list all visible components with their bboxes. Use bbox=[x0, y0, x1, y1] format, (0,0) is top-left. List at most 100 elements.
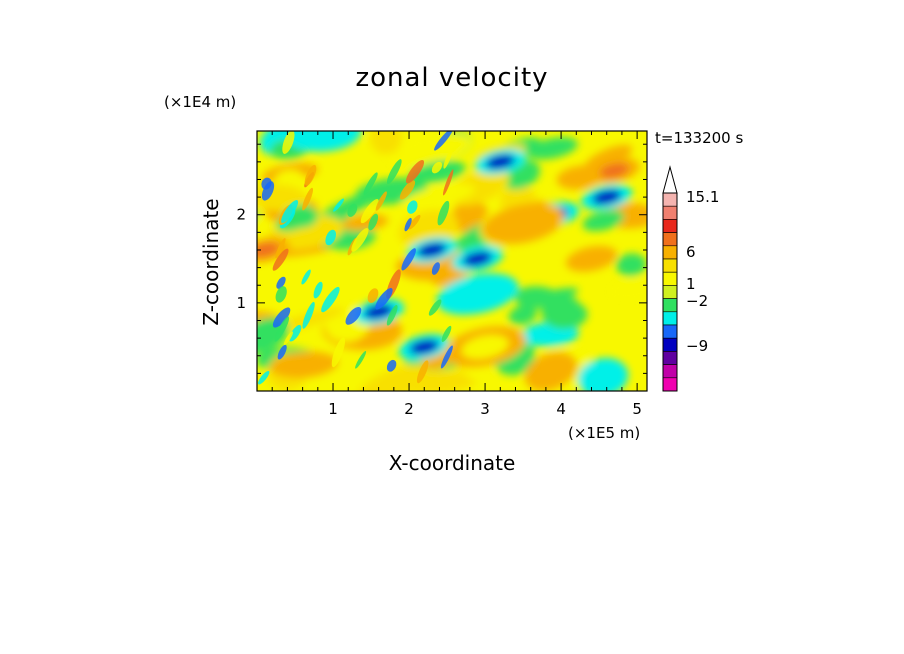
wave-stripe bbox=[405, 159, 425, 184]
colorbar-swatch bbox=[662, 298, 678, 313]
contour-blob bbox=[356, 364, 429, 391]
feature-core bbox=[591, 189, 622, 205]
wave-stripe bbox=[274, 316, 290, 342]
colorbar-extend-arrow bbox=[662, 165, 678, 194]
contour-blob bbox=[608, 278, 647, 301]
wave-stripe bbox=[407, 200, 418, 214]
wave-stripe bbox=[355, 350, 367, 369]
contour-blob bbox=[283, 131, 362, 152]
contour-blob bbox=[616, 253, 647, 277]
wave-stripe bbox=[386, 305, 398, 326]
feature-core bbox=[599, 163, 630, 179]
colorbar-label: 15.1 bbox=[686, 188, 719, 206]
wave-stripe bbox=[428, 299, 442, 316]
colorbar-swatch bbox=[662, 219, 678, 233]
wave-stripe bbox=[313, 281, 323, 299]
wave-stripe bbox=[276, 276, 286, 289]
feature-core bbox=[453, 282, 502, 307]
wave-stripe bbox=[325, 229, 337, 246]
colorbar-label: 1 bbox=[686, 275, 696, 293]
colorbar-swatch bbox=[662, 192, 678, 207]
wave-stripe bbox=[399, 180, 416, 200]
contour-blob bbox=[370, 131, 402, 155]
wave-stripe bbox=[360, 199, 379, 224]
contour-blob bbox=[386, 133, 471, 168]
wave-stripe bbox=[368, 213, 379, 231]
colorbar-swatch bbox=[662, 337, 678, 352]
x-unit-label: (×1E5 m) bbox=[568, 424, 640, 442]
wave-stripe bbox=[261, 181, 275, 201]
colorbar-label: 6 bbox=[686, 243, 696, 261]
wave-stripe bbox=[431, 262, 440, 275]
wave-stripe bbox=[301, 269, 311, 285]
contour-field bbox=[257, 131, 647, 391]
wave-stripe bbox=[346, 257, 359, 282]
y-unit-label: (×1E4 m) bbox=[164, 93, 236, 111]
contour-blob bbox=[583, 144, 633, 172]
wave-stripe bbox=[401, 248, 416, 271]
wave-stripe bbox=[351, 228, 369, 252]
colorbar: 15.1 6 1−2 −9 bbox=[662, 165, 719, 392]
feature-core bbox=[485, 154, 516, 170]
contour-blob bbox=[524, 351, 578, 391]
colorbar-swatch bbox=[662, 271, 678, 286]
wave-stripe bbox=[331, 337, 346, 368]
wave-stripe bbox=[375, 191, 387, 211]
feature-core bbox=[499, 211, 547, 236]
wave-stripe bbox=[324, 158, 332, 171]
wave-stripe bbox=[408, 214, 421, 230]
colorbar-frame bbox=[662, 192, 678, 392]
x-tick-label: 5 bbox=[632, 400, 642, 418]
feature-core bbox=[462, 251, 493, 267]
wave-stripe bbox=[375, 288, 393, 310]
colorbar-swatch bbox=[662, 205, 678, 220]
wave-stripe bbox=[437, 200, 450, 226]
wave-stripe bbox=[258, 370, 270, 385]
colorbar-swatch bbox=[662, 324, 678, 339]
wave-stripe bbox=[275, 237, 286, 259]
wave-stripe bbox=[434, 131, 453, 151]
feature-core bbox=[417, 242, 447, 258]
wave-stripe bbox=[404, 217, 412, 232]
y-tick-label: 2 bbox=[236, 206, 246, 224]
contour-blob bbox=[541, 294, 582, 328]
x-tick-label: 3 bbox=[480, 400, 490, 418]
wave-stripe bbox=[386, 159, 402, 185]
wave-stripe bbox=[416, 360, 429, 384]
wave-stripe bbox=[281, 199, 299, 224]
wave-stripe bbox=[443, 149, 453, 169]
colorbar-swatch bbox=[662, 258, 678, 273]
colorbar-swatch bbox=[662, 364, 678, 379]
y-tick-label: 1 bbox=[236, 294, 246, 312]
colorbar-swatch bbox=[662, 285, 678, 299]
wave-stripe bbox=[347, 203, 358, 217]
time-label: t=133200 s bbox=[655, 129, 743, 147]
wave-stripe bbox=[302, 187, 314, 211]
wave-stripe bbox=[282, 131, 295, 154]
wave-stripe bbox=[431, 161, 443, 174]
contour-blob bbox=[577, 357, 629, 391]
wave-stripe bbox=[272, 307, 291, 328]
wave-stripe bbox=[321, 286, 340, 313]
x-tick-label: 1 bbox=[328, 400, 338, 418]
wave-stripe bbox=[440, 345, 453, 369]
feature-core bbox=[409, 339, 439, 355]
wave-stripe bbox=[304, 164, 317, 186]
wave-stripe bbox=[441, 325, 452, 342]
wave-stripe bbox=[333, 198, 345, 212]
wave-stripe bbox=[277, 344, 287, 360]
x-tick-label: 4 bbox=[556, 400, 566, 418]
feature-core bbox=[461, 334, 509, 359]
wave-stripe bbox=[367, 288, 379, 303]
contour-blob bbox=[401, 184, 475, 209]
colorbar-swatch bbox=[662, 232, 678, 247]
colorbar-label: −2 bbox=[686, 292, 708, 310]
contour-blob bbox=[508, 305, 537, 325]
x-tick-label: 2 bbox=[404, 400, 414, 418]
colorbar-swatch bbox=[662, 377, 678, 392]
colorbar-swatch bbox=[662, 311, 678, 326]
plot-frame bbox=[256, 130, 648, 392]
x-axis: 1 2 3 4 5 bbox=[271, 131, 642, 418]
y-axis: 12 bbox=[236, 143, 647, 374]
wave-stripe bbox=[289, 324, 302, 342]
